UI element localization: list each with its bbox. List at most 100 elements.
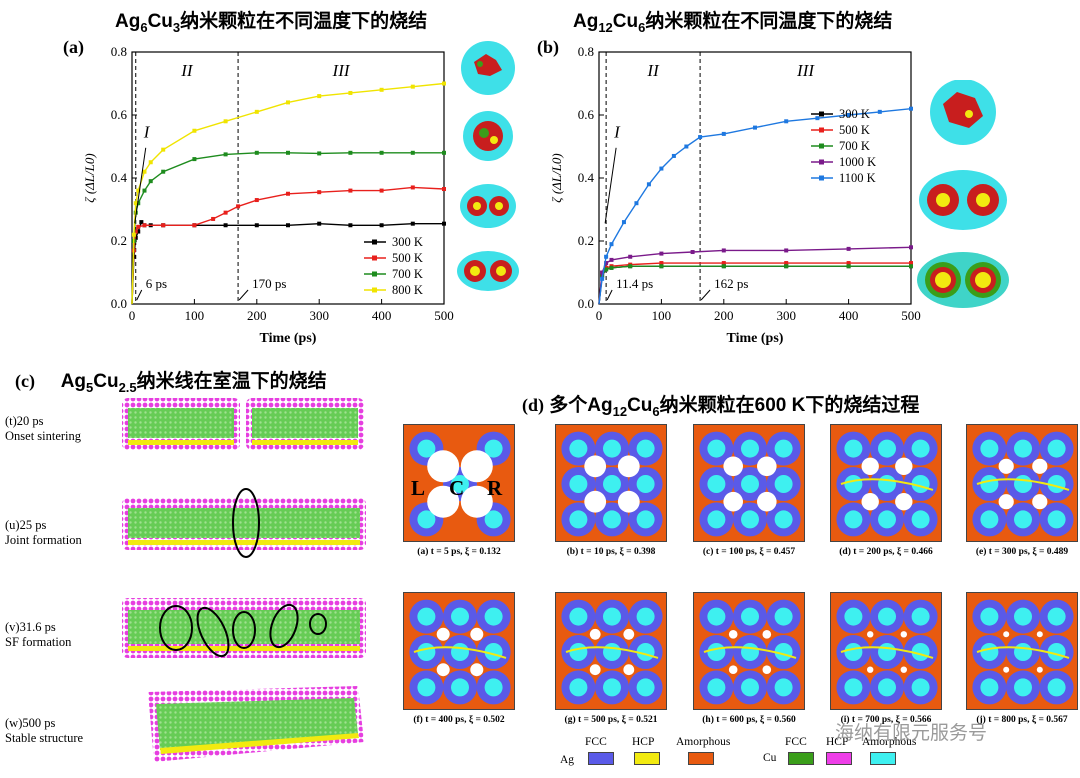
legend-cu-fcc-swatch [788,752,814,765]
data-point [142,223,147,228]
legend-entry: 500 K [839,123,870,137]
data-point [600,276,605,281]
x-tick-label: 200 [714,308,734,323]
x-tick-label: 100 [185,308,205,323]
data-point [379,87,384,92]
snapshot-caption: (d) t = 200 ps, ξ = 0.466 [839,547,933,557]
data-point [621,220,626,225]
legend-marker [819,127,824,133]
x-tick-label: 200 [247,308,266,323]
snapshot-tile [966,592,1078,710]
snapshot-caption: (g) t = 500 ps, ξ = 0.521 [564,715,658,725]
data-point [609,242,614,247]
data-point [131,232,136,237]
data-point [846,246,851,251]
legend-ag-hcp-swatch [634,752,660,765]
data-point [721,264,726,269]
legend-cu-fcc-label: FCC [785,736,807,748]
data-point [286,100,290,105]
data-point [161,147,166,152]
data-point [317,221,322,226]
data-point [410,185,415,190]
region-label: R [487,476,503,500]
data-point [753,125,757,130]
wire-frame-label-w: (w)500 ps Stable structure [5,716,84,745]
data-point [909,106,913,111]
data-point [410,221,415,226]
panel-a-particle-images [457,41,519,291]
data-point [254,198,259,203]
stage-label-2: II [646,61,660,80]
panel-b-title: Ag12Cu6纳米颗粒在不同温度下的烧结 [573,11,893,35]
data-point [136,188,141,193]
x-tick-label: 300 [309,308,329,323]
legend-entry: 1000 K [839,155,876,169]
x-tick-label: 0 [596,308,603,323]
data-point [600,270,605,275]
data-point [846,264,851,269]
y-tick-label: 0.2 [111,233,127,248]
data-point [142,169,147,174]
nanowire-frame-w [148,686,364,762]
data-point [379,188,384,193]
snapshot-caption: (b) t = 10 ps, ξ = 0.398 [566,547,656,557]
data-point [604,267,609,272]
data-point [909,264,913,269]
legend-marker [372,255,377,261]
legend-cu-amorphous-label: Amorphous [862,736,917,748]
data-point [784,248,789,253]
snapshot-caption: (e) t = 300 ps, ξ = 0.489 [975,547,1069,557]
particle-300k-b [917,252,1009,308]
panel-a-chart: 0 100 200 300 400 500 0.0 0.2 0.4 0.6 0.8 Time (ps)… [82,44,454,346]
y-tick-label: 0.6 [111,107,128,122]
x-axis-label: Time (ps) [727,331,784,346]
legend-marker [372,287,377,293]
snapshot-tile [966,424,1078,542]
legend-cu-amorphous-swatch [870,752,896,765]
data-point [442,81,446,86]
stage-1-arrow [604,147,617,224]
stage-label-3: III [796,61,815,80]
particle-800k [461,41,515,95]
snapshot-caption: (j) t = 800 ps, ξ = 0.567 [976,715,1068,725]
legend-marker [819,159,824,165]
data-point [161,169,166,174]
y-tick-label: 0.4 [111,170,128,185]
panel-b-chart: 0 100 200 300 400 500 0.0 0.2 0.4 0.6 0.8 Time (ps)… [549,44,921,346]
data-point [609,257,614,262]
snapshot-tile [830,424,942,542]
legend-ag-fcc-swatch [588,752,614,765]
data-point [628,254,633,259]
data-point [136,224,141,229]
data-point [604,254,609,259]
data-point [348,223,353,228]
legend-cu-hcp-swatch [826,752,852,765]
snapshot-tile [403,592,515,710]
snapshot-caption: (a) t = 5 ps, ξ = 0.132 [417,547,501,557]
stage-label-1: I [143,123,151,142]
data-point [784,261,789,266]
particle-1000k [919,170,1007,230]
snapshot-caption: (f) t = 400 ps, ξ = 0.502 [413,715,505,725]
legend-ag-hcp-label: HCP [632,736,655,748]
data-point [254,223,259,228]
annotation-arrow [136,289,143,301]
y-tick-label: 0.8 [578,44,594,59]
series-line [598,108,912,305]
annotation-arrow [700,289,711,301]
stage-label-3: III [332,61,351,80]
data-point [236,204,241,209]
data-point [659,166,664,171]
panel-b-particle-images [917,80,1009,308]
y-axis-label: ζ (ΔL/L0) [549,153,564,202]
x-tick-label: 500 [434,308,454,323]
y-tick-label: 0.8 [111,44,127,59]
data-point [286,223,290,228]
data-point [133,229,138,234]
data-point [604,261,609,266]
data-point [815,116,820,121]
data-point [136,201,141,206]
legend-entry: 300 K [392,235,423,249]
data-point [192,157,197,162]
data-point [223,210,228,215]
